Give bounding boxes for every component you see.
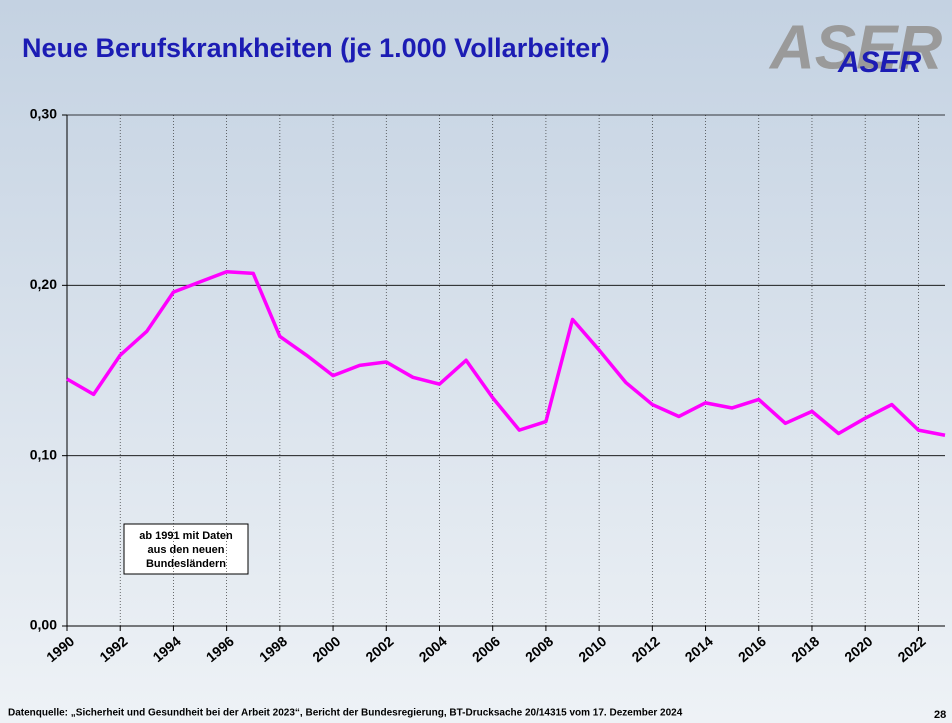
y-tick-label: 0,10 <box>30 446 57 462</box>
annotation-text: Bundesländern <box>146 558 226 570</box>
logo: ASER <box>837 46 922 79</box>
chart-title: Neue Berufskrankheiten (je 1.000 Vollarb… <box>22 33 610 63</box>
annotation-text: ab 1991 mit Daten <box>139 530 233 542</box>
y-tick-label: 0,30 <box>30 106 57 122</box>
annotation: ab 1991 mit Daten aus den neuen Bundeslä… <box>123 523 249 575</box>
line <box>66 269 946 437</box>
source: Datenquelle: „Sicherheit und Gesundheit … <box>8 708 683 719</box>
page-number: 28 <box>934 709 946 721</box>
y-tick-label: 0,00 <box>30 617 57 633</box>
annotation-box <box>123 523 249 575</box>
y-tick-label: 0,20 <box>30 276 57 292</box>
annotation-text: aus den neuen <box>147 544 224 556</box>
logo-shadow: ASER <box>768 13 942 82</box>
